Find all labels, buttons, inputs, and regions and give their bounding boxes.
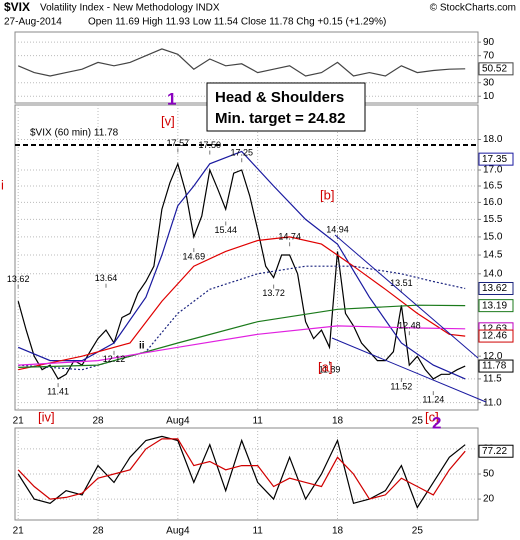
point-label: 15.44 (214, 225, 237, 235)
y-tick-label: 18.0 (483, 134, 503, 145)
y-tick-label: 14.0 (483, 268, 503, 279)
point-label: 13.72 (262, 288, 285, 298)
point-label: 14.74 (278, 232, 301, 242)
last-value-box (478, 152, 514, 166)
series-line (17, 150, 466, 380)
y-tick-label: 12.0 (483, 351, 503, 362)
callout-target: Min. target = 24.82 (215, 110, 345, 127)
last-value-label: 77.22 (482, 446, 507, 457)
quote: Open 11.69 High 11.93 Low 11.54 Close 11… (88, 17, 386, 28)
y-tick-label: 16.5 (483, 181, 503, 192)
point-label: 11.89 (319, 364, 341, 374)
point-label: 13.64 (95, 273, 118, 283)
last-value-box (478, 444, 514, 458)
wave-label: [a] (318, 359, 332, 374)
y-tick-label: 50 (483, 469, 495, 480)
point-label: 13.51 (390, 278, 413, 288)
y-tick-label: 10 (483, 91, 495, 102)
series-line (17, 161, 466, 380)
series-line (18, 325, 466, 366)
last-value-box (478, 281, 514, 295)
x-tick-label: 21 (13, 526, 25, 537)
last-value-box (478, 62, 514, 76)
legend: $VIX (60 min) 11.78 (30, 128, 119, 139)
panels: 10 30 70 90 50.52 11.0 11.5 12.0 14.0 14.5 15.0 15.… (7, 31, 514, 537)
series-line (18, 236, 466, 371)
trendline (331, 337, 487, 403)
last-value-label: 12.46 (482, 331, 507, 342)
wave-label: ii (139, 341, 145, 352)
wave-label: 1 (167, 89, 176, 108)
x-tick-label: 18 (332, 526, 344, 537)
wave-label: [c] (425, 409, 439, 424)
point-label: 11.24 (422, 395, 444, 405)
trendline (334, 234, 479, 359)
point-label: 17.57 (167, 138, 190, 148)
last-value-label: 11.78 (482, 361, 507, 372)
wave-label: 2 (432, 413, 441, 432)
y-tick-label: 90 (483, 37, 495, 48)
point-label: 14.94 (326, 224, 349, 234)
x-tick-label: 25 (412, 526, 424, 537)
x-tick-label: 18 (332, 416, 344, 427)
callout-box (206, 82, 366, 132)
x-tick-label: 28 (92, 416, 104, 427)
point-label: 12.12 (103, 354, 126, 364)
series-line (17, 438, 466, 500)
wave-label: [b] (320, 187, 334, 202)
symbol: $VIX (4, 0, 30, 14)
callout-title: Head & Shoulders (215, 89, 344, 106)
last-value-box (478, 299, 514, 313)
last-value-label: 13.62 (482, 283, 507, 294)
point-label: 12.48 (398, 321, 421, 331)
credit: © StockCharts.com (430, 3, 516, 14)
x-tick-label: 28 (92, 526, 104, 537)
point-label: 11.41 (47, 386, 69, 396)
y-tick-label: 15.0 (483, 232, 503, 243)
y-tick-label: 70 (483, 50, 495, 61)
x-tick-label: 25 (412, 416, 424, 427)
series-line (17, 435, 466, 509)
series-line (17, 48, 466, 77)
last-value-box (478, 329, 514, 343)
last-value-label: 12.63 (482, 323, 507, 334)
y-tick-label: 17.0 (483, 165, 503, 176)
x-tick-label: 11 (252, 416, 263, 427)
wave-label: i (1, 177, 4, 192)
point-label: 17.25 (230, 148, 253, 158)
y-tick-label: 20 (483, 494, 495, 505)
y-tick-label: 30 (483, 77, 495, 88)
x-tick-label: Aug4 (166, 416, 190, 427)
x-tick-label: 21 (13, 416, 25, 427)
point-label: 14.69 (183, 251, 206, 261)
instrument-name: Volatility Index - New Methodology INDX (40, 3, 220, 14)
date: 27-Aug-2014 (4, 17, 62, 28)
y-tick-label: 11.5 (483, 374, 502, 385)
y-tick-label: 16.0 (483, 197, 503, 208)
last-value-label: 13.19 (482, 300, 507, 311)
y-tick-label: 11.0 (483, 397, 502, 408)
wave-label: [iv] (38, 409, 55, 424)
y-tick-label: 14.5 (483, 250, 503, 261)
wave-label: [v] (161, 113, 175, 128)
x-tick-label: 11 (252, 526, 263, 537)
last-value-label: 17.35 (482, 154, 507, 165)
panel (14, 427, 479, 521)
last-value-box (478, 359, 514, 373)
point-label: 13.62 (7, 274, 30, 284)
point-label: 11.52 (390, 381, 412, 391)
last-value-label: 50.52 (482, 63, 507, 74)
x-tick-label: Aug4 (166, 526, 190, 537)
y-tick-label: 15.5 (483, 214, 503, 225)
